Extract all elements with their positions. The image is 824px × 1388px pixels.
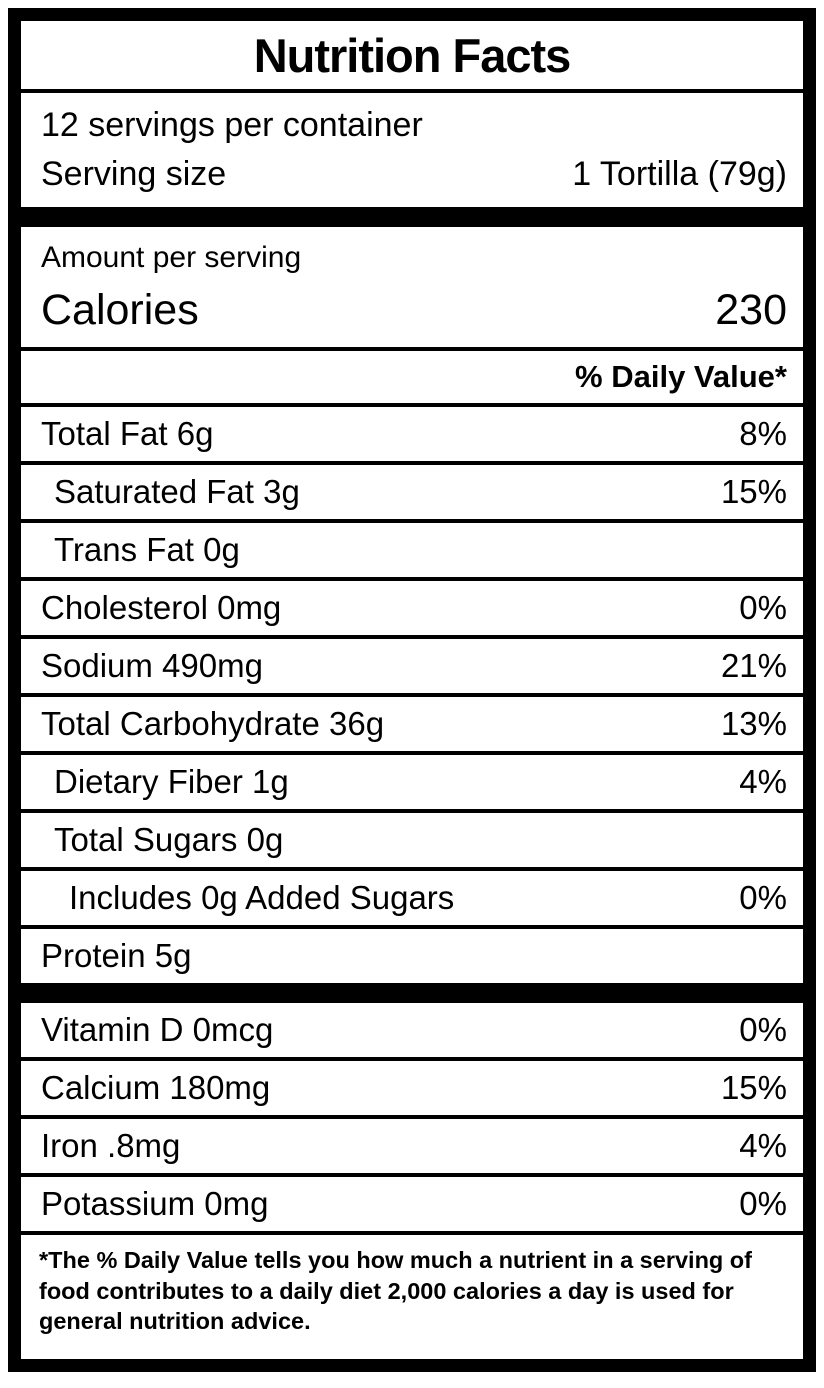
section-divider-bar [21,211,803,223]
servings-per-container-text: 12 servings per container [41,106,423,144]
label-title: Nutrition Facts [253,28,572,82]
vitamin-daily-value: 4% [739,1127,787,1164]
vitamin-row-vitamin-d: Vitamin D 0mcg 0% [21,1003,803,1057]
calories-label: Calories [41,286,199,335]
nutrient-daily-value: 8% [739,415,787,452]
nutrient-name: Saturated Fat 3g [54,473,300,510]
nutrient-name: Includes 0g Added Sugars [69,879,455,916]
serving-size-label: Serving size [41,155,227,193]
nutrient-daily-value: 4% [739,763,787,800]
section-divider-bar [21,987,803,999]
nutrient-row-total-sugars: Total Sugars 0g [21,813,803,867]
nutrient-row-dietary-fiber: Dietary Fiber 1g 4% [21,755,803,809]
nutrient-daily-value: 21% [720,647,787,684]
nutrient-row-cholesterol: Cholesterol 0mg 0% [21,581,803,635]
nutrient-name: Cholesterol 0mg [41,589,282,626]
servings-per-container-line: 12 servings per container [41,106,787,145]
vitamin-row-potassium: Potassium 0mg 0% [21,1177,803,1231]
footnote: *The % Daily Value tells you how much a … [21,1235,803,1359]
nutrient-row-trans-fat: Trans Fat 0g [21,523,803,577]
nutrition-facts-label: Nutrition Facts 12 servings per containe… [8,8,816,1372]
vitamin-row-iron: Iron .8mg 4% [21,1119,803,1173]
vitamin-name: Vitamin D 0mcg [41,1011,274,1048]
vitamin-name: Potassium 0mg [41,1185,269,1222]
nutrient-daily-value: 15% [720,473,787,510]
vitamin-daily-value: 0% [739,1185,787,1222]
nutrient-name: Dietary Fiber 1g [54,763,289,800]
calories-line: Calories 230 [41,286,787,335]
vitamin-daily-value: 0% [739,1011,787,1048]
vitamin-name: Iron .8mg [41,1127,181,1164]
serving-size-line: Serving size 1 Tortilla (79g) [41,155,787,194]
daily-value-header-text: % Daily Value* [575,359,787,394]
vitamin-row-calcium: Calcium 180mg 15% [21,1061,803,1115]
nutrient-name: Total Sugars 0g [54,821,284,858]
calories-value: 230 [715,286,787,335]
vitamin-name: Calcium 180mg [41,1069,271,1106]
serving-size-value: 1 Tortilla (79g) [572,155,787,193]
amount-per-serving-label: Amount per serving [41,240,302,274]
serving-info-section: 12 servings per container Serving size 1… [21,93,803,207]
nutrient-name: Total Carbohydrate 36g [41,705,385,742]
nutrient-row-total-fat: Total Fat 6g 8% [21,407,803,461]
nutrient-row-total-carbohydrate: Total Carbohydrate 36g 13% [21,697,803,751]
nutrient-row-protein: Protein 5g [21,929,803,983]
nutrient-name: Protein 5g [41,937,192,974]
daily-value-header-row: % Daily Value* [21,351,803,403]
nutrient-daily-value: 13% [720,705,787,742]
nutrient-row-sodium: Sodium 490mg 21% [21,639,803,693]
nutrient-name: Sodium 490mg [41,647,263,684]
nutrient-name: Trans Fat 0g [54,531,240,568]
nutrient-daily-value: 0% [739,589,787,626]
calories-section: Amount per serving Calories 230 [21,227,803,347]
label-header: Nutrition Facts [21,21,803,89]
vitamin-daily-value: 15% [720,1069,787,1106]
nutrient-name: Total Fat 6g [41,415,214,452]
nutrient-row-saturated-fat: Saturated Fat 3g 15% [21,465,803,519]
footnote-text: *The % Daily Value tells you how much a … [39,1247,752,1335]
nutrient-row-added-sugars: Includes 0g Added Sugars 0% [21,871,803,925]
nutrient-daily-value: 0% [739,879,787,916]
